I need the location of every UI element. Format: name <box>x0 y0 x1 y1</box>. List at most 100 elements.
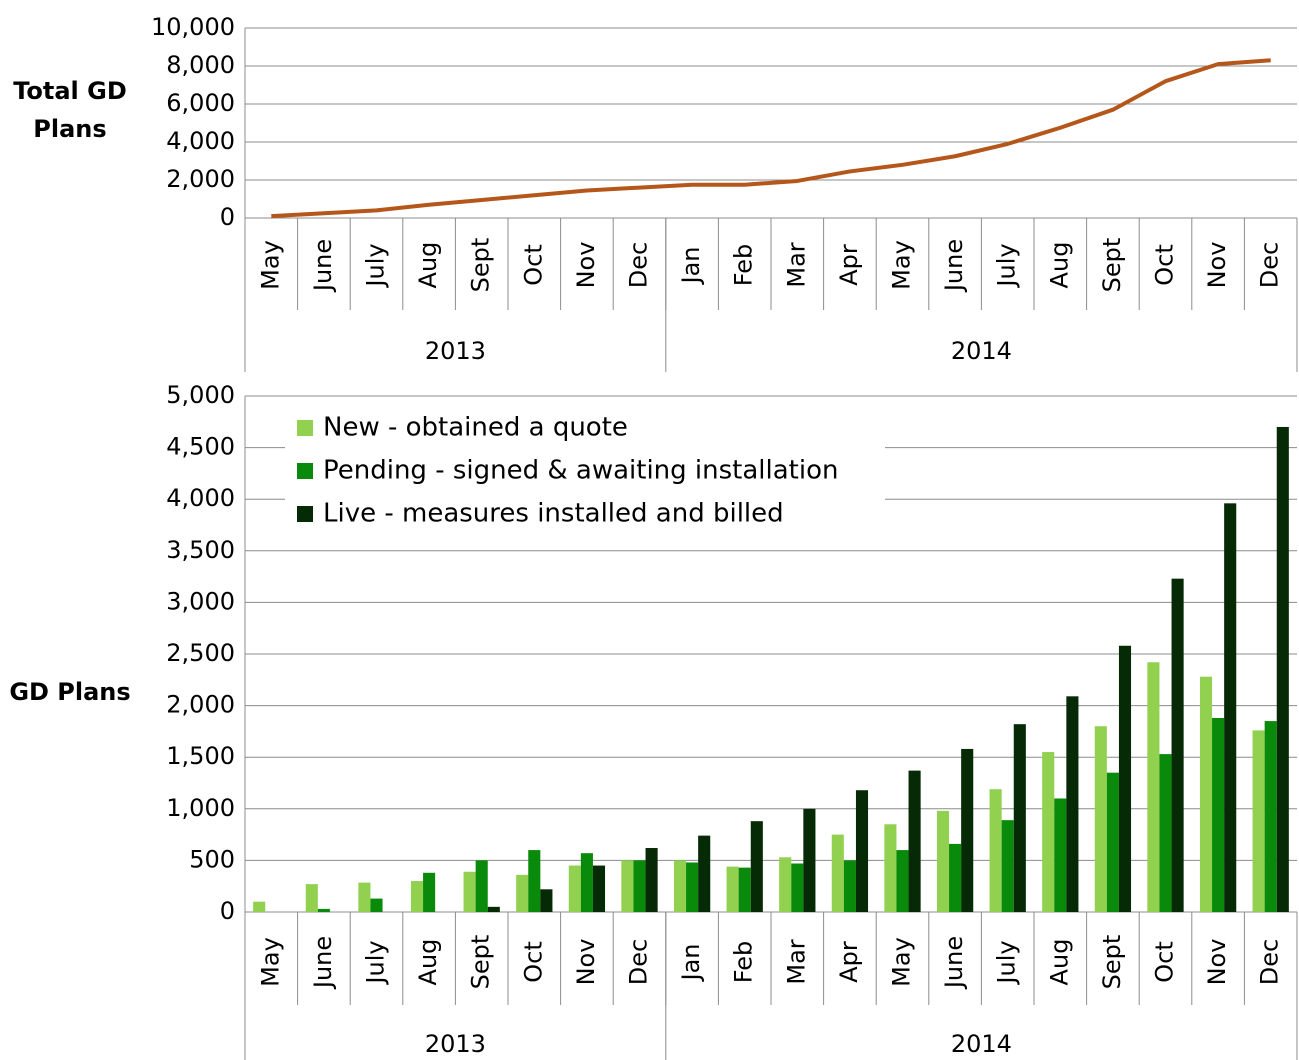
bar <box>686 862 699 912</box>
x-tick-label: Mar <box>782 939 810 984</box>
bar <box>673 860 687 912</box>
x-tick-label: June <box>309 239 337 293</box>
bar <box>803 808 816 912</box>
bar <box>1066 696 1079 912</box>
x-tick-label: Oct <box>519 244 547 286</box>
bar <box>370 898 383 912</box>
bar <box>961 748 974 912</box>
bar <box>516 874 529 912</box>
bar <box>791 863 804 912</box>
bar <box>738 867 751 912</box>
y-axis-title: GD Plans <box>9 678 131 706</box>
bar <box>463 871 476 912</box>
bar <box>1276 426 1289 912</box>
legend-box <box>285 410 885 538</box>
x-tick-label: June <box>309 936 337 990</box>
x-tick-label: Aug <box>414 242 442 289</box>
bar <box>1171 578 1184 912</box>
x-tick-label: Apr <box>835 244 863 286</box>
y-tick-label: 1,500 <box>166 742 235 770</box>
x-tick-label: Nov <box>572 939 600 986</box>
bar <box>645 848 658 912</box>
bar <box>1013 724 1026 912</box>
y-tick-label: 8,000 <box>166 51 235 79</box>
x-tick-label: Oct <box>1151 244 1179 286</box>
legend-swatch <box>297 463 313 479</box>
bar <box>750 821 763 912</box>
y-tick-label: 3,000 <box>166 587 235 615</box>
bar <box>475 860 488 912</box>
x-tick-label: Nov <box>572 242 600 289</box>
bar <box>580 853 593 912</box>
x-tick-label: May <box>888 240 916 290</box>
bar <box>1054 798 1067 912</box>
bar <box>1118 645 1132 912</box>
x-tick-label: Dec <box>625 939 653 985</box>
x-tick-label: Nov <box>1203 939 1231 986</box>
y-tick-label: 5,000 <box>166 381 235 409</box>
x-tick-label: Apr <box>835 941 863 983</box>
x-tick-label: Dec <box>625 242 653 288</box>
bar <box>1094 726 1107 912</box>
legend-label: Pending - signed & awaiting installation <box>323 456 838 486</box>
x-tick-label: Oct <box>519 941 547 983</box>
x-tick-label: Jan <box>677 944 705 983</box>
legend-label: Live - measures installed and billed <box>323 499 784 529</box>
bar <box>989 789 1002 912</box>
legend-swatch <box>297 506 313 522</box>
x-tick-label: July <box>993 940 1021 985</box>
bar <box>633 860 646 912</box>
bar <box>1106 772 1119 912</box>
x-tick-label: Oct <box>1151 941 1179 983</box>
x-tick-label: June <box>940 936 968 990</box>
bar <box>1147 662 1160 912</box>
bar <box>1159 754 1172 912</box>
bar <box>1224 503 1237 912</box>
bar <box>1264 721 1277 912</box>
bar <box>423 872 436 912</box>
x-tick-label: Feb <box>730 941 758 984</box>
x-tick-label: Aug <box>1045 939 1073 986</box>
x-tick-label: June <box>940 239 968 293</box>
x-tick-label: May <box>256 937 284 987</box>
bar <box>779 857 792 912</box>
x-tick-label: May <box>888 937 916 987</box>
bar <box>831 834 844 912</box>
y-tick-label: 2,000 <box>166 165 235 193</box>
bar <box>528 850 541 912</box>
y-tick-label: 3,500 <box>166 536 235 564</box>
x-tick-label: May <box>256 240 284 290</box>
bar <box>1199 676 1213 912</box>
x-tick-label: Mar <box>782 242 810 287</box>
bar <box>855 790 869 912</box>
bar <box>305 884 318 912</box>
bar <box>568 865 581 912</box>
bar <box>1212 717 1225 912</box>
x-tick-label: Dec <box>1256 939 1284 985</box>
bar <box>698 835 711 912</box>
y-tick-label: 4,500 <box>166 433 235 461</box>
y-tick-label: 6,000 <box>166 89 235 117</box>
x-tick-label: Sept <box>1098 935 1126 990</box>
x-tick-label: Sept <box>1098 238 1126 293</box>
y-tick-label: 4,000 <box>166 484 235 512</box>
year-label: 2013 <box>425 1030 486 1058</box>
legend-swatch <box>297 420 313 436</box>
year-label: 2014 <box>951 1030 1012 1058</box>
line-series <box>271 58 1271 219</box>
bar <box>936 810 950 912</box>
bar <box>621 860 634 912</box>
bar <box>896 850 909 912</box>
year-label: 2013 <box>425 337 486 365</box>
bar <box>253 901 266 912</box>
bar <box>843 860 856 912</box>
bar <box>317 908 330 912</box>
bar <box>358 882 371 912</box>
legend-label: New - obtained a quote <box>323 413 628 443</box>
bar <box>1042 752 1055 912</box>
y-tick-label: 4,000 <box>166 127 235 155</box>
y-tick-label: 2,000 <box>166 691 235 719</box>
y-tick-label: 2,500 <box>166 639 235 667</box>
bar <box>884 824 897 912</box>
